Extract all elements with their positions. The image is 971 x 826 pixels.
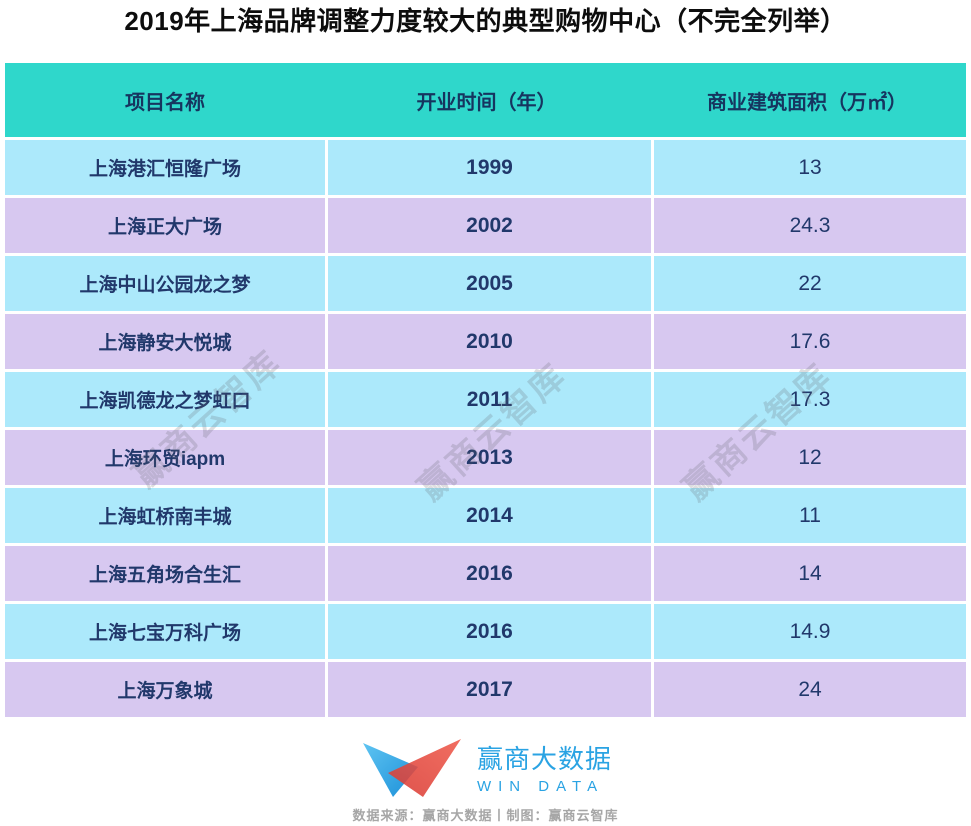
win-data-logo-icon — [362, 739, 461, 797]
cell-project-name: 上海静安大悦城 — [5, 314, 325, 369]
cell-building-area: 11 — [654, 488, 966, 543]
cell-opening-year: 2011 — [328, 372, 651, 427]
cell-project-name: 上海凯德龙之梦虹口 — [5, 372, 325, 427]
cell-building-area: 14.9 — [654, 604, 966, 659]
cell-building-area: 12 — [654, 430, 966, 485]
cell-project-name: 上海万象城 — [5, 662, 325, 717]
cell-opening-year: 2013 — [328, 430, 651, 485]
cell-building-area: 22 — [654, 256, 966, 311]
cell-project-name: 上海正大广场 — [5, 198, 325, 253]
cell-opening-year: 2010 — [328, 314, 651, 369]
brand-text-block: 赢商大数据 WIN DATA — [477, 739, 612, 795]
cell-opening-year: 2016 — [328, 546, 651, 601]
shopping-center-table: 项目名称 开业时间（年） 商业建筑面积（万㎡） 上海港汇恒隆广场 1999 13… — [5, 63, 966, 717]
cell-opening-year: 2016 — [328, 604, 651, 659]
cell-opening-year: 1999 — [328, 140, 651, 195]
brand-logo-block: 赢商大数据 WIN DATA — [359, 736, 612, 798]
column-header-project-name: 项目名称 — [125, 91, 205, 114]
cell-project-name: 上海中山公园龙之梦 — [5, 256, 325, 311]
cell-opening-year: 2017 — [328, 662, 651, 717]
cell-opening-year: 2002 — [328, 198, 651, 253]
cell-project-name: 上海五角场合生汇 — [5, 546, 325, 601]
cell-opening-year: 2005 — [328, 256, 651, 311]
cell-project-name: 上海七宝万科广场 — [5, 604, 325, 659]
column-header-building-area: 商业建筑面积（万㎡） — [707, 91, 907, 114]
cell-building-area: 24.3 — [654, 198, 966, 253]
page-title: 2019年上海品牌调整力度较大的典型购物中心（不完全列举） — [124, 6, 847, 36]
brand-name-cn: 赢商大数据 — [476, 744, 612, 774]
cell-building-area: 24 — [654, 662, 966, 717]
cell-building-area: 17.6 — [654, 314, 966, 369]
footer: 赢商大数据 WIN DATA 数据来源：赢商大数据丨制图：赢商云智库 — [0, 736, 971, 824]
cell-project-name: 上海环贸iapm — [5, 430, 325, 485]
cell-opening-year: 2014 — [328, 488, 651, 543]
table-body: 上海港汇恒隆广场 1999 13 上海正大广场 2002 24.3 上海中山公园… — [5, 140, 966, 717]
cell-building-area: 14 — [654, 546, 966, 601]
cell-project-name: 上海虹桥南丰城 — [5, 488, 325, 543]
cell-building-area: 13 — [654, 140, 966, 195]
column-header-opening-year: 开业时间（年） — [416, 91, 557, 114]
cell-building-area: 17.3 — [654, 372, 966, 427]
brand-name-en: WIN DATA — [476, 778, 605, 795]
cell-project-name: 上海港汇恒隆广场 — [5, 140, 325, 195]
table-header-row: 项目名称 开业时间（年） 商业建筑面积（万㎡） — [5, 63, 966, 137]
data-source-line: 数据来源：赢商大数据丨制图：赢商云智库 — [352, 808, 619, 823]
